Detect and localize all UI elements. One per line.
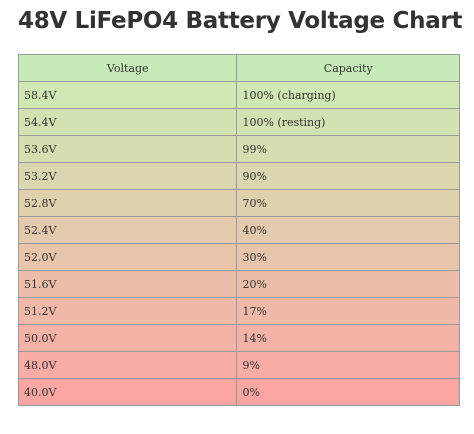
table-row: 58.4V 100% (charging) [17, 81, 460, 109]
capacity-cell: 99% [236, 135, 460, 163]
column-header-capacity: Capacity [236, 54, 460, 82]
capacity-cell: 30% [236, 243, 460, 271]
voltage-cell: 51.6V [17, 270, 238, 298]
voltage-cell: 53.6V [17, 135, 238, 163]
table-row: 50.0V 14% [17, 324, 460, 352]
capacity-cell: 20% [236, 270, 460, 298]
column-header-voltage: Voltage [17, 54, 238, 82]
table-row: 52.8V 70% [17, 189, 460, 217]
voltage-cell: 53.2V [17, 162, 238, 190]
capacity-cell: 90% [236, 162, 460, 190]
voltage-cell: 54.4V [17, 108, 238, 136]
voltage-cell: 40.0V [17, 378, 238, 406]
table-body: 58.4V 100% (charging) 54.4V 100% (resting) 5… [17, 81, 460, 406]
table-row: 51.2V 17% [17, 297, 460, 325]
capacity-cell: 100% (resting) [236, 108, 460, 136]
capacity-cell: 70% [236, 189, 460, 217]
voltage-cell: 48.0V [17, 351, 238, 379]
table-header-row: Voltage Capacity [17, 54, 460, 82]
page-title: 48V LiFePO4 Battery Voltage Chart [18, 8, 463, 34]
voltage-cell: 52.0V [17, 243, 238, 271]
table-row: 40.0V 0% [17, 378, 460, 406]
table-row: 48.0V 9% [17, 351, 460, 379]
capacity-cell: 14% [236, 324, 460, 352]
table-row: 53.6V 99% [17, 135, 460, 163]
table-row: 52.4V 40% [17, 216, 460, 244]
voltage-cell: 52.8V [17, 189, 238, 217]
voltage-cell: 52.4V [17, 216, 238, 244]
voltage-cell: 58.4V [17, 81, 238, 109]
voltage-cell: 51.2V [17, 297, 238, 325]
table-row: 51.6V 20% [17, 270, 460, 298]
table-row: 53.2V 90% [17, 162, 460, 190]
voltage-cell: 50.0V [17, 324, 238, 352]
table-row: 52.0V 30% [17, 243, 460, 271]
capacity-cell: 100% (charging) [236, 81, 460, 109]
capacity-cell: 40% [236, 216, 460, 244]
capacity-cell: 17% [236, 297, 460, 325]
voltage-chart-table: Voltage Capacity 58.4V 100% (charging) 54.… [17, 54, 460, 406]
capacity-cell: 0% [236, 378, 460, 406]
capacity-cell: 9% [236, 351, 460, 379]
table-row: 54.4V 100% (resting) [17, 108, 460, 136]
